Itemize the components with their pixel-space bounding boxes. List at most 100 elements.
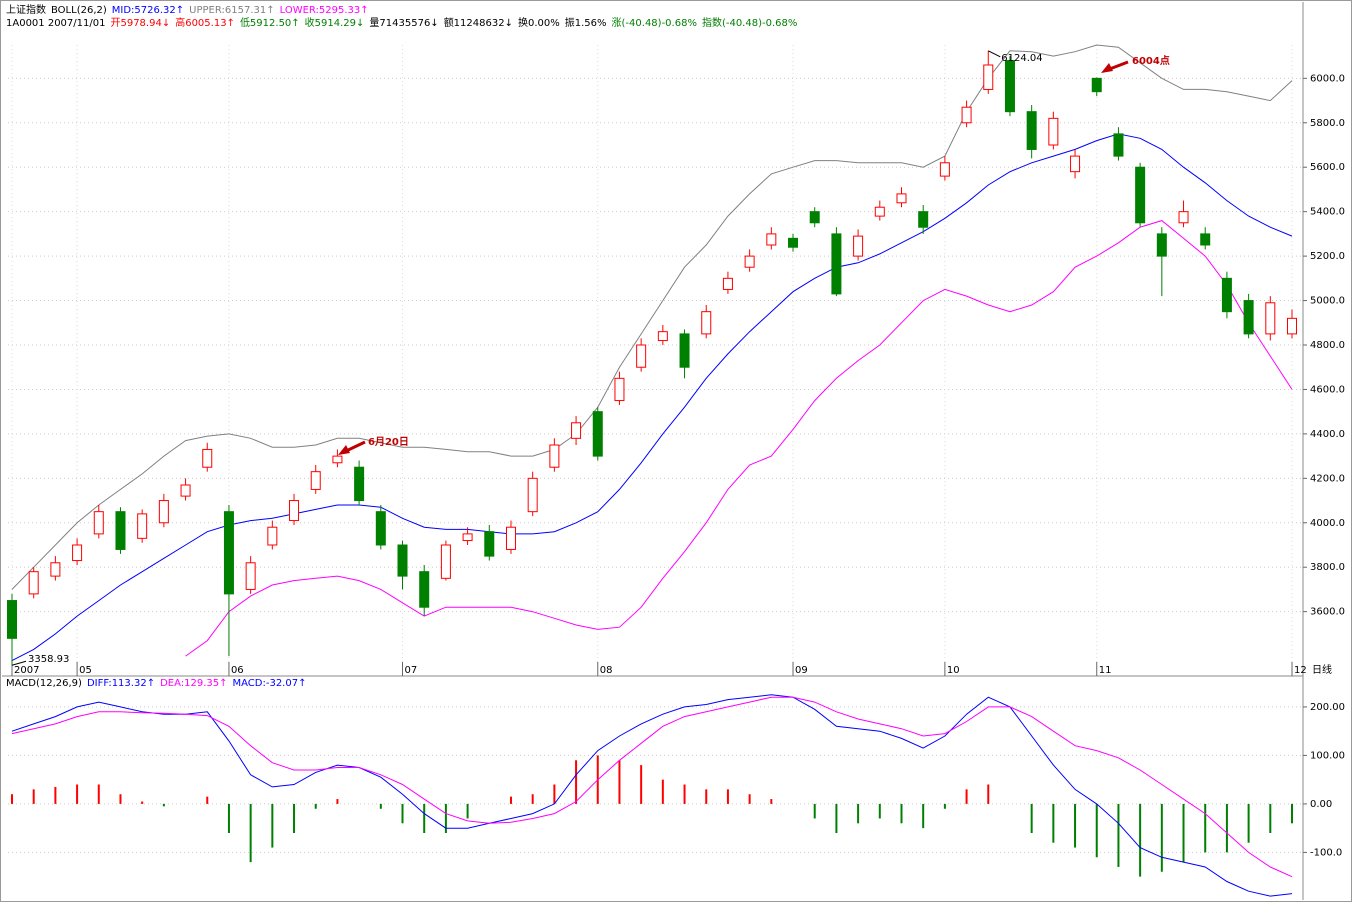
y-tick-label: 3800.0 <box>1310 562 1345 573</box>
x-tick-label: 06 <box>231 665 244 676</box>
candle-body <box>1048 117 1059 146</box>
candle-body <box>1243 300 1254 335</box>
y-tick-label: 4000.0 <box>1310 518 1345 529</box>
candle-body <box>1178 211 1189 224</box>
annotation-leader <box>11 660 27 666</box>
y-tick-label: 4400.0 <box>1310 429 1345 440</box>
candle-body <box>93 511 104 535</box>
y-tick-label: 4600.0 <box>1310 384 1345 395</box>
candle-body <box>1004 60 1015 113</box>
candle-body <box>1221 277 1232 313</box>
x-tick-label: 08 <box>600 665 613 676</box>
x-tick-label: 07 <box>405 665 418 676</box>
candle-body <box>354 466 365 502</box>
candle-body <box>1026 111 1037 150</box>
candle-body <box>679 333 690 368</box>
candle-body <box>7 600 17 639</box>
candle-body <box>592 411 603 457</box>
candle-body <box>202 448 213 468</box>
x-tick-label: 12 <box>1294 665 1307 676</box>
header-item: 1A0001 2007/11/01 <box>6 18 105 29</box>
x-tick-label: 11 <box>1099 665 1112 676</box>
candle-body <box>853 235 864 257</box>
y-tick-label: 5800.0 <box>1310 118 1345 129</box>
macd-line <box>11 694 1293 897</box>
header-item: MACD:-32.07↑ <box>233 678 307 689</box>
boll-line <box>185 220 1293 657</box>
candle-body <box>983 64 994 90</box>
candle-body <box>158 500 169 524</box>
candle-body <box>614 377 625 402</box>
candle-body <box>180 484 191 497</box>
header-item: DIFF:113.32↑ <box>87 678 155 689</box>
y-tick-label: 6000.0 <box>1310 73 1345 84</box>
candle-body <box>766 233 777 246</box>
candle-body <box>831 233 842 295</box>
candle-body <box>896 193 907 204</box>
y-tick-label: 100.00 <box>1310 750 1345 761</box>
y-tick-label: 4200.0 <box>1310 473 1345 484</box>
candle-body <box>636 344 647 368</box>
candle-body <box>744 255 755 268</box>
candle-body <box>440 544 451 579</box>
y-tick-label: 5000.0 <box>1310 296 1345 307</box>
header-item: 收5914.29↓ <box>305 16 365 29</box>
arrow-head <box>1101 63 1113 73</box>
candle-body <box>527 477 538 513</box>
header-item: 涨(-40.48)-0.68% <box>612 17 697 29</box>
candle-body <box>137 513 148 539</box>
candle-body <box>918 211 929 228</box>
header-item: 高6005.13↑ <box>175 16 235 29</box>
candle-body <box>419 571 430 608</box>
arrow-head <box>338 445 350 455</box>
annotation: 6124.04 <box>1001 53 1042 64</box>
header-item: BOLL(26,2) <box>51 5 107 16</box>
candle-body <box>484 531 495 557</box>
y-tick-label: 3600.0 <box>1310 607 1345 618</box>
header-item: 换0.00% <box>518 16 560 29</box>
header-item: LOWER:5295.33↑ <box>280 5 369 16</box>
header-item: 上证指数 <box>6 3 46 16</box>
candle-body <box>722 277 733 290</box>
annotation: 3358.93 <box>28 654 69 665</box>
candle-body <box>375 511 386 546</box>
y-tick-label: 5200.0 <box>1310 251 1345 262</box>
candle-body <box>874 206 885 217</box>
header-item: 振1.56% <box>565 16 607 29</box>
header-item: 指数(-40.48)-0.68% <box>702 16 797 29</box>
x-tick-label: 05 <box>79 665 92 676</box>
y-tick-label: 4800.0 <box>1310 340 1345 351</box>
candle-body <box>788 237 799 248</box>
x-tick-label: 10 <box>947 665 960 676</box>
header-item: MID:5726.32↑ <box>112 5 184 16</box>
boll-line <box>11 44 1293 590</box>
candle-body <box>571 422 582 439</box>
candle-body <box>310 471 321 490</box>
candle-body <box>809 211 820 224</box>
candle-body <box>1091 77 1102 93</box>
y-tick-label: 200.00 <box>1310 702 1345 713</box>
candle-body <box>115 511 126 550</box>
candle-body <box>657 331 668 342</box>
candle-body <box>701 311 712 335</box>
candle-body <box>1156 233 1167 257</box>
candle-body <box>1265 302 1276 335</box>
candle-body <box>961 106 972 124</box>
y-tick-label: 5400.0 <box>1310 207 1345 218</box>
candle-body <box>332 455 343 464</box>
header-item: DEA:129.35↑ <box>160 678 227 689</box>
period-label: 日线 <box>1312 663 1332 676</box>
y-tick-label: 0.00 <box>1310 799 1332 810</box>
candle-body <box>1113 133 1124 157</box>
header-item: 开5978.94↓ <box>110 18 170 29</box>
candle-body <box>397 544 408 577</box>
candle-body <box>28 571 39 595</box>
header-item: MACD(12,26,9) <box>6 678 82 689</box>
annotation-leader <box>988 50 1001 58</box>
candle-body <box>505 526 516 550</box>
candle-body <box>1135 166 1146 224</box>
header-item: 额11248632↓ <box>444 16 513 29</box>
